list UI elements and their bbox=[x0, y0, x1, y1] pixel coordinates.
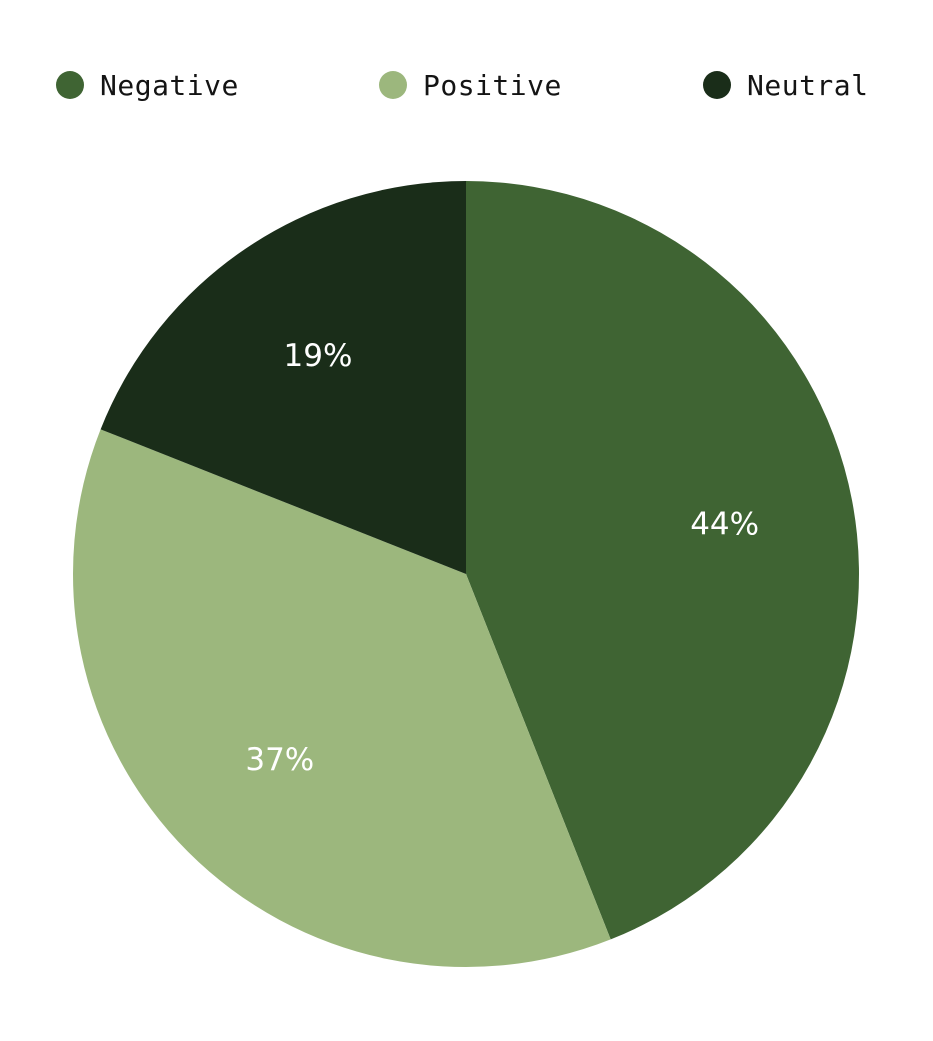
legend-item-negative: Negative bbox=[56, 68, 239, 102]
pie-slice-neutral bbox=[100, 180, 466, 574]
legend-swatch-negative bbox=[56, 71, 84, 99]
pie-slice-negative bbox=[466, 181, 859, 940]
legend-label-positive: Positive bbox=[423, 68, 562, 102]
slice-label-negative: 44% bbox=[690, 507, 759, 543]
legend-item-positive: Positive bbox=[379, 68, 562, 102]
legend-swatch-positive bbox=[379, 71, 407, 99]
slice-label-neutral: 19% bbox=[284, 338, 353, 374]
slice-label-positive: 37% bbox=[245, 742, 314, 778]
legend-swatch-neutral bbox=[703, 71, 731, 99]
chart-legend: Negative Positive Neutral bbox=[0, 0, 933, 170]
legend-label-negative: Negative bbox=[100, 68, 239, 102]
legend-item-neutral: Neutral bbox=[703, 68, 869, 102]
pie-slice-positive bbox=[73, 429, 611, 968]
legend-label-neutral: Neutral bbox=[747, 68, 869, 102]
